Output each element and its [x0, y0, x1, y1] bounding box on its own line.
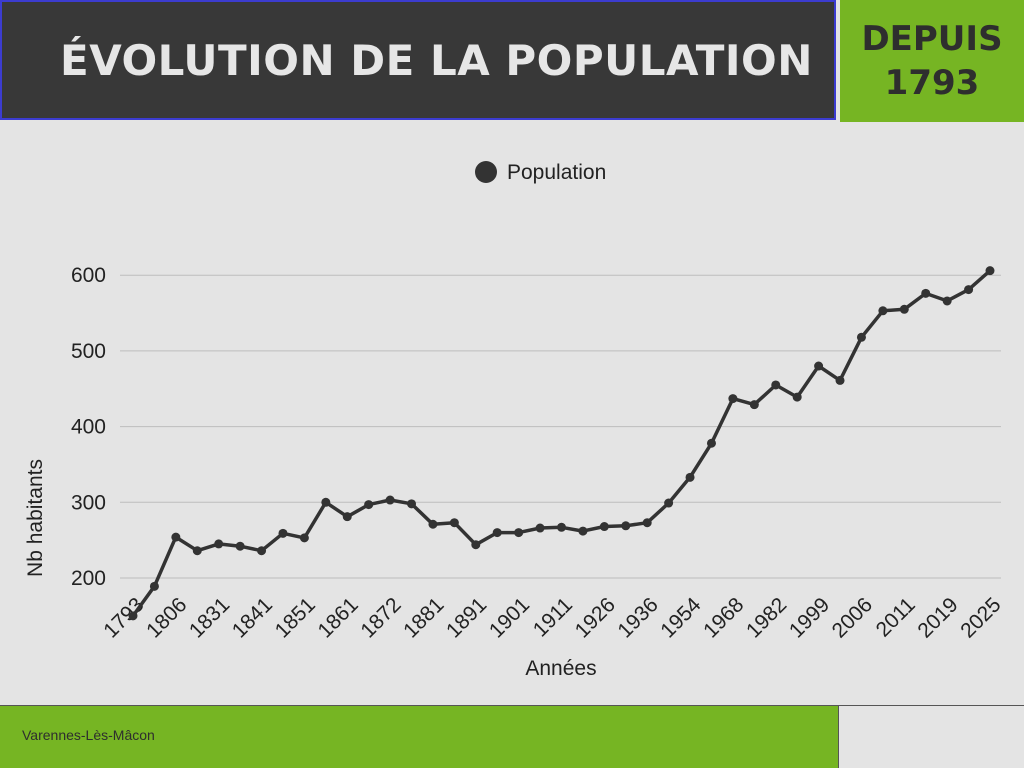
x-tick-label: 1861	[313, 593, 362, 642]
data-point	[235, 541, 245, 551]
data-point	[192, 546, 202, 556]
since-label: DEPUIS	[861, 19, 1003, 59]
x-tick-label: 1872	[356, 593, 405, 642]
x-tick-label: 1841	[228, 593, 277, 642]
x-tick-label: 1881	[399, 593, 448, 642]
population-chart: 200 300 400 500 600 179318061831184118511861…	[24, 161, 1006, 680]
x-tick-label: 1936	[613, 593, 662, 642]
data-point	[642, 518, 652, 528]
x-tick-label: 1806	[142, 593, 191, 642]
data-point	[385, 495, 395, 505]
page-title: ÉVOLUTION DE LA POPULATION	[60, 35, 813, 85]
x-axis-label: Années	[525, 657, 596, 680]
data-point	[321, 497, 331, 507]
data-point	[578, 526, 588, 536]
data-point	[407, 499, 417, 509]
x-tick-label: 1968	[699, 593, 748, 642]
since-year: 1793	[884, 63, 980, 103]
x-tick-label: 2019	[913, 593, 962, 642]
data-point	[835, 375, 845, 385]
data-point	[149, 581, 159, 591]
x-tick-label: 2025	[956, 593, 1005, 642]
data-point	[214, 539, 224, 549]
data-point	[814, 361, 824, 371]
data-point	[792, 392, 802, 402]
y-tick-label: 600	[71, 264, 106, 287]
x-axis-ticks: 1793180618311841185118611872188118911901…	[99, 593, 1005, 643]
population-line	[131, 269, 992, 617]
data-point	[535, 523, 545, 533]
data-point	[899, 304, 909, 314]
x-tick-label: 2006	[828, 593, 877, 642]
data-point	[299, 533, 309, 543]
footer-place: Varennes-Lès-Mâcon	[22, 727, 155, 743]
legend-marker	[475, 161, 497, 183]
y-tick-label: 200	[71, 567, 106, 590]
data-point	[621, 521, 631, 531]
data-point	[514, 528, 524, 538]
x-tick-label: 1891	[442, 593, 491, 642]
y-tick-label: 300	[71, 491, 106, 514]
x-tick-label: 1954	[656, 593, 706, 643]
footer-corner	[839, 705, 1024, 768]
data-point	[921, 288, 931, 298]
data-point	[856, 332, 866, 342]
data-point	[171, 532, 181, 542]
y-tick-label: 500	[71, 340, 106, 363]
x-tick-label: 1926	[571, 593, 620, 642]
x-tick-label: 1793	[99, 593, 148, 642]
since-badge: DEPUIS 1793	[840, 0, 1024, 122]
data-point	[985, 266, 995, 276]
y-axis-label: Nb habitants	[24, 459, 47, 577]
y-tick-label: 400	[71, 416, 106, 439]
data-point	[964, 285, 974, 295]
data-point	[128, 611, 138, 621]
series-population	[128, 266, 995, 621]
data-point	[278, 528, 288, 538]
y-axis-ticks: 200 300 400 500 600	[71, 264, 106, 590]
data-point	[749, 400, 759, 410]
data-point	[342, 512, 352, 522]
data-point	[685, 472, 695, 482]
data-point	[428, 519, 438, 529]
data-point	[364, 500, 374, 510]
x-tick-label: 1901	[485, 593, 534, 642]
data-point	[599, 522, 609, 532]
x-tick-label: 2011	[872, 593, 920, 641]
data-point	[257, 546, 267, 556]
data-point	[706, 438, 716, 448]
grid-lines	[120, 274, 1001, 579]
data-point	[557, 522, 566, 532]
title-banner: ÉVOLUTION DE LA POPULATION	[0, 0, 836, 120]
footer-bar: Varennes-Lès-Mâcon	[0, 705, 839, 768]
data-point	[664, 498, 674, 508]
x-tick-label: 1999	[785, 593, 834, 642]
x-tick-label: 1851	[271, 593, 320, 642]
data-point	[942, 296, 952, 306]
x-tick-label: 1831	[185, 593, 234, 642]
legend-label: Population	[507, 161, 606, 184]
data-point	[449, 518, 459, 528]
data-point	[471, 540, 481, 550]
data-point	[728, 394, 738, 404]
data-point	[771, 380, 781, 390]
x-tick-label: 1911	[529, 593, 577, 641]
data-point	[878, 306, 888, 316]
x-tick-label: 1982	[742, 593, 791, 642]
data-point	[492, 528, 502, 538]
